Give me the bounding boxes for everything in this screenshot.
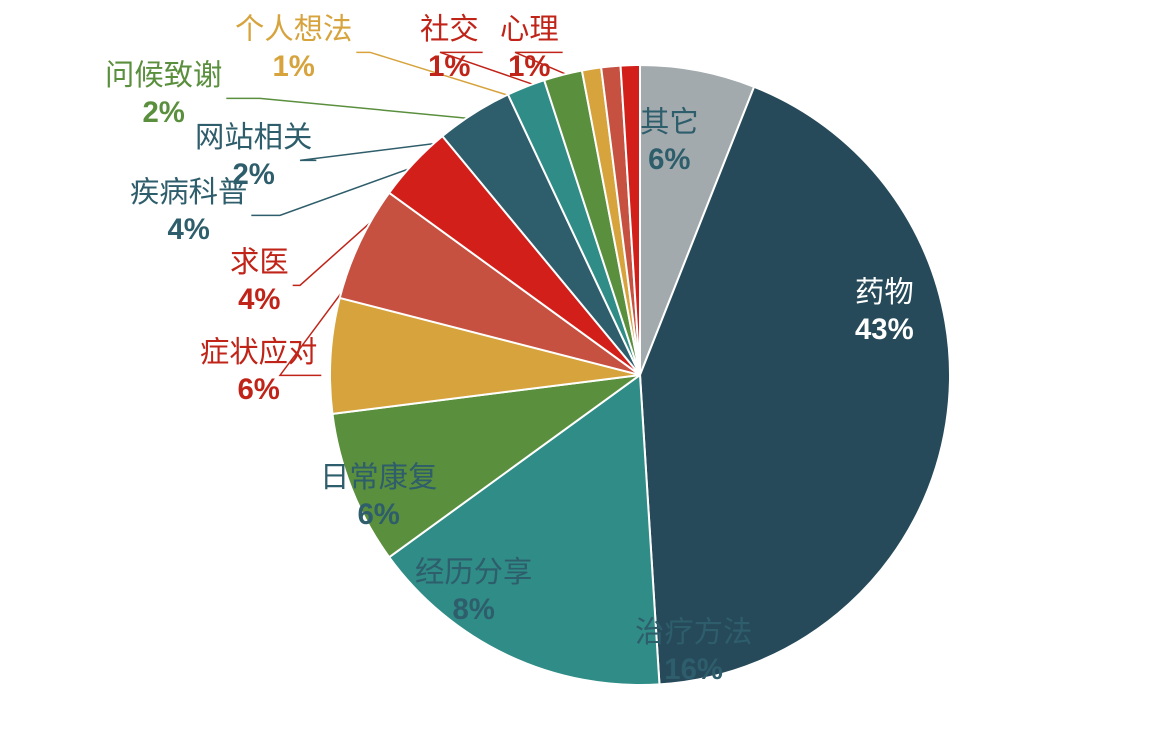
pie-svg [0,0,1159,733]
pie-chart: 其它6%药物43%治疗方法16%经历分享8%日常康复6%症状应对6%求医4%疾病… [0,0,1159,733]
